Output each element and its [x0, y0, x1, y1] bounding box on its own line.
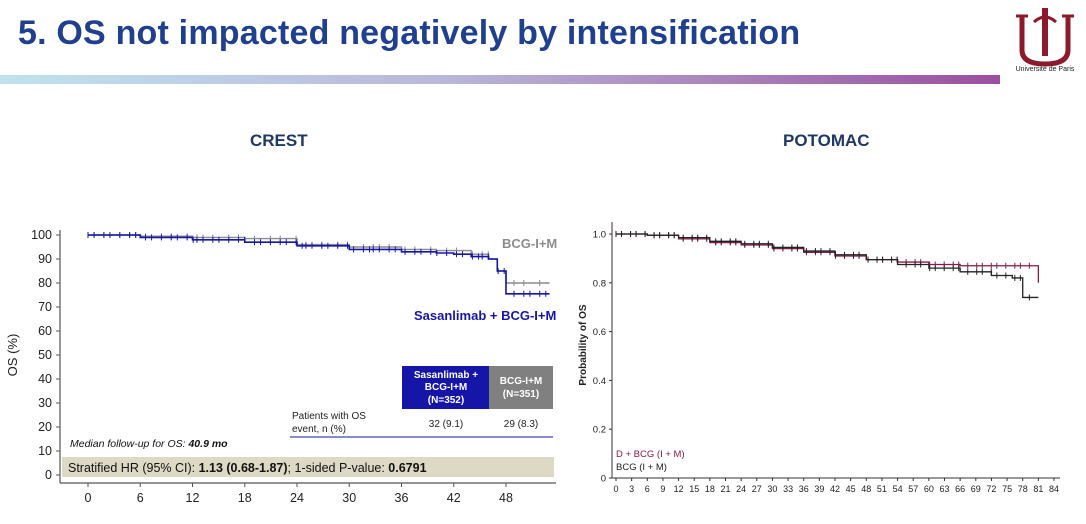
- crest-y-label: OS (%): [5, 334, 20, 377]
- potomac-x-tick-label: 78: [1018, 484, 1028, 494]
- crest-x-tick-label: 36: [395, 491, 409, 505]
- potomac-series-d-bcg-line: [616, 233, 1040, 283]
- table-header-sasanlimab-line1: Sasanlimab +: [414, 370, 478, 381]
- table-value-bcg: 29 (8.3): [504, 419, 538, 430]
- potomac-x-tick-label: 42: [830, 484, 840, 494]
- table-row-label-line2: event, n (%): [292, 424, 346, 435]
- crest-y-tick-label: 100: [31, 228, 52, 242]
- potomac-x-tick-label: 0: [613, 484, 618, 494]
- potomac-series-bcg-line: [616, 233, 1039, 299]
- crest-x-tick-label: 30: [342, 491, 356, 505]
- crest-y-tick-label: 50: [38, 348, 52, 362]
- potomac-x-tick-label: 54: [893, 484, 903, 494]
- potomac-y-tick-label: 0: [601, 474, 606, 485]
- potomac-legend-bcg: BCG (I + M): [616, 462, 667, 473]
- crest-x-tick-label: 12: [186, 491, 200, 505]
- potomac-x-tick-label: 6: [645, 484, 650, 494]
- hr-mid: ; 1-sided P-value:: [288, 461, 389, 475]
- hr-prefix: Stratified HR (95% CI):: [68, 461, 199, 475]
- table-row-label-line1: Patients with OS: [292, 411, 366, 422]
- table-header-bcg-line2: (N=351): [503, 389, 539, 400]
- potomac-x-tick-label: 30: [767, 484, 777, 494]
- potomac-y-tick-label: 0.4: [593, 376, 606, 387]
- potomac-x-tick-label: 12: [674, 484, 684, 494]
- crest-y-tick-label: 10: [38, 444, 52, 458]
- potomac-x-tick-label: 57: [908, 484, 918, 494]
- potomac-x-tick-label: 66: [955, 484, 965, 494]
- table-header-bcg-line1: BCG-I+M: [500, 376, 543, 387]
- university-logo: [1016, 8, 1074, 67]
- slide-title: 5. OS not impacted negatively by intensi…: [18, 14, 801, 52]
- potomac-legend-d-bcg: D + BCG (I + M): [616, 449, 685, 460]
- potomac-x-tick-label: 24: [736, 484, 746, 494]
- potomac-y-label: Probability of OS: [578, 304, 589, 385]
- potomac-x-tick-label: 9: [660, 484, 665, 494]
- logo-caption: Université de Paris: [1015, 66, 1075, 73]
- potomac-x-tick-label: 69: [971, 484, 981, 494]
- potomac-y-tick-label: 0.2: [593, 425, 606, 436]
- hr-text: Stratified HR (95% CI): 1.13 (0.68-1.87)…: [68, 461, 427, 475]
- crest-x-tick-label: 18: [238, 491, 252, 505]
- crest-x-tick-label: 24: [290, 491, 304, 505]
- hr-value: 1.13 (0.68-1.87): [199, 461, 288, 475]
- hr-box: [62, 457, 554, 477]
- potomac-x-tick-label: 33: [783, 484, 793, 494]
- crest-y-tick-label: 90: [38, 252, 52, 266]
- median-followup-value: 40.9 mo: [187, 438, 228, 450]
- table-header-bcg-cell: [489, 366, 553, 409]
- potomac-x-tick-label: 84: [1049, 484, 1059, 494]
- potomac-x-tick-label: 18: [705, 484, 715, 494]
- p-value: 0.6791: [388, 461, 426, 475]
- potomac-x-tick-label: 81: [1033, 484, 1043, 494]
- potomac-x-tick-label: 3: [629, 484, 634, 494]
- potomac-x-tick-label: 36: [799, 484, 809, 494]
- median-followup-prefix: Median follow-up for OS:: [70, 438, 188, 450]
- crest-y-tick-label: 40: [38, 372, 52, 386]
- table-header-sasanlimab-cell: [402, 366, 489, 409]
- crest-title: CREST: [250, 131, 308, 150]
- potomac-x-tick-label: 63: [939, 484, 949, 494]
- potomac-x-tick-label: 39: [814, 484, 824, 494]
- potomac-x-tick-label: 72: [986, 484, 996, 494]
- potomac-x-tick-label: 45: [846, 484, 856, 494]
- crest-x-tick-label: 48: [499, 491, 513, 505]
- potomac-y-tick-label: 1.0: [593, 230, 606, 241]
- crest-label-sasanlimab: Sasanlimab + BCG-I+M: [414, 308, 556, 323]
- crest-y-tick-label: 80: [38, 276, 52, 290]
- crest-x-tick-label: 42: [447, 491, 461, 505]
- potomac-y-tick-label: 0.6: [593, 327, 606, 338]
- crest-y-tick-label: 0: [45, 468, 52, 482]
- title-underline-bar: [0, 75, 1000, 84]
- table-header-sasanlimab-line2: BCG-I+M: [425, 382, 468, 393]
- potomac-x-tick-label: 21: [720, 484, 730, 494]
- table-value-sasanlimab: 32 (9.1): [429, 419, 463, 430]
- crest-y-tick-label: 60: [38, 324, 52, 338]
- potomac-y-tick-label: 0.8: [593, 278, 606, 289]
- crest-x-tick-label: 0: [85, 491, 92, 505]
- potomac-x-tick-label: 48: [861, 484, 871, 494]
- potomac-x-tick-label: 51: [877, 484, 887, 494]
- crest-label-bcg: BCG-I+M: [502, 236, 557, 251]
- potomac-x-tick-label: 15: [689, 484, 699, 494]
- potomac-title: POTOMAC: [783, 131, 870, 150]
- crest-x-tick-label: 6: [137, 491, 144, 505]
- potomac-x-tick-label: 60: [924, 484, 934, 494]
- potomac-x-tick-label: 75: [1002, 484, 1012, 494]
- crest-y-tick-label: 70: [38, 300, 52, 314]
- potomac-x-tick-label: 27: [752, 484, 762, 494]
- crest-series-sasanlimab-line: [88, 234, 550, 295]
- median-followup: Median follow-up for OS: 40.9 mo: [70, 438, 228, 450]
- crest-y-tick-label: 20: [38, 420, 52, 434]
- table-header-sasanlimab-line3: (N=352): [428, 395, 464, 406]
- crest-y-tick-label: 30: [38, 396, 52, 410]
